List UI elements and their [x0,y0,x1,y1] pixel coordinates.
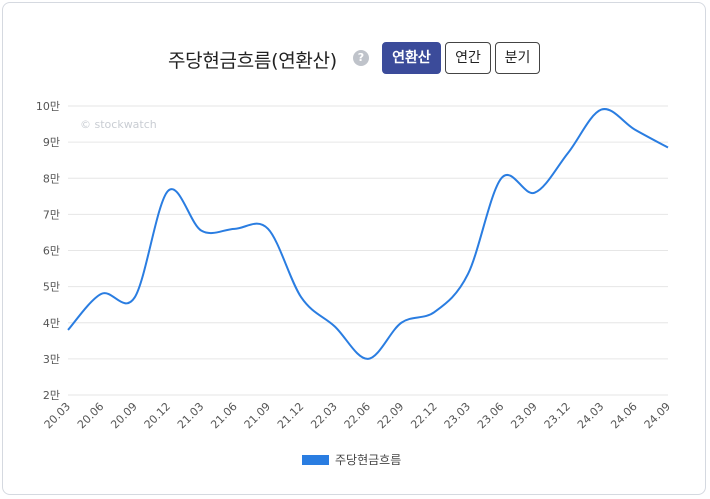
y-tick-label: 5만 [43,281,60,294]
annualized-button[interactable]: 연환산 [382,42,441,74]
help-icon[interactable]: ? [353,50,369,66]
data-point[interactable] [533,191,537,195]
x-tick-label: 24.06 [608,400,639,431]
x-tick-label: 21.03 [175,400,206,431]
watermark: © stockwatch [80,118,157,131]
data-point[interactable] [199,229,203,233]
x-tick-label: 20.06 [75,400,106,431]
annual-button[interactable]: 연간 [445,42,491,74]
legend-swatch [302,455,329,465]
data-point[interactable] [233,227,237,231]
y-tick-label: 9만 [43,136,60,149]
x-tick-label: 23.03 [442,400,473,431]
x-tick-label: 23.09 [508,400,539,431]
quarterly-button[interactable]: 분기 [495,42,540,74]
data-point[interactable] [499,176,503,180]
x-tick-label: 22.03 [308,400,339,431]
x-tick-label: 22.06 [342,400,373,431]
y-tick-label: 8만 [43,172,60,185]
data-point[interactable] [433,310,437,314]
data-point[interactable] [333,324,337,328]
data-point[interactable] [633,127,637,131]
data-point[interactable] [366,357,370,361]
x-tick-label: 23.06 [475,400,506,431]
data-point[interactable] [133,295,137,299]
x-tick-label: 22.12 [408,400,439,431]
data-point[interactable] [466,272,470,276]
data-point[interactable] [99,292,103,296]
y-tick-label: 6만 [43,245,60,258]
x-tick-label: 20.03 [42,400,73,431]
data-point[interactable] [266,227,270,231]
data-point[interactable] [666,146,670,150]
page-title: 주당현금흐름(연환산) [168,50,337,72]
series-line [67,108,669,360]
y-tick-label: 4만 [43,317,60,330]
data-point[interactable] [299,295,303,299]
data-point[interactable] [566,151,570,155]
y-tick-label: 2만 [43,389,60,402]
x-tick-label: 23.12 [542,400,573,431]
data-point[interactable] [399,321,403,325]
x-tick-label: 21.12 [275,400,306,431]
y-tick-label: 7만 [43,208,60,221]
legend-label[interactable]: 주당현금흐름 [335,453,401,467]
data-point[interactable] [166,189,170,193]
x-tick-label: 24.09 [642,400,673,431]
y-tick-label: 3만 [43,353,60,366]
x-tick-label: 20.12 [142,400,173,431]
x-tick-label: 20.09 [108,400,139,431]
y-tick-label: 10만 [36,100,60,113]
x-tick-label: 24.03 [575,400,606,431]
x-tick-label: 21.09 [242,400,273,431]
data-point[interactable] [599,108,603,112]
chart-header: 주당현금흐름(연환산) ? 연환산 연간 분기 [0,42,710,78]
x-tick-label: 21.06 [208,400,239,431]
x-tick-label: 22.09 [375,400,406,431]
data-point[interactable] [66,328,70,332]
chart-card [2,2,706,495]
